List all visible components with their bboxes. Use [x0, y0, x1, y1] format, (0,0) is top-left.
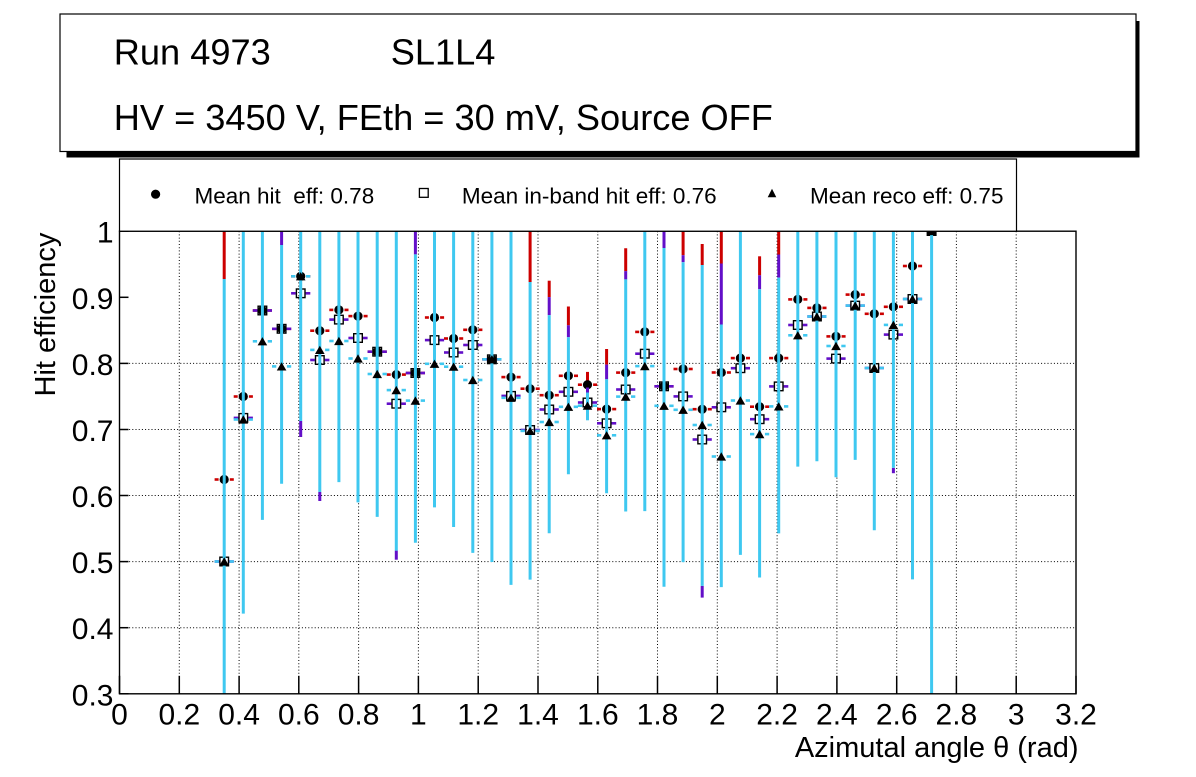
svg-text:Azimutal angle θ (rad): Azimutal angle θ (rad) [795, 732, 1079, 764]
svg-text:0: 0 [111, 698, 128, 731]
svg-text:1.2: 1.2 [457, 698, 499, 731]
svg-text:0.8: 0.8 [72, 349, 114, 382]
svg-text:0.6: 0.6 [72, 481, 114, 514]
svg-text:Mean reco eff: 0.75: Mean reco eff: 0.75 [810, 184, 1003, 209]
svg-text:0.6: 0.6 [278, 698, 320, 731]
svg-text:1: 1 [97, 217, 114, 250]
svg-text:1.6: 1.6 [577, 698, 619, 731]
svg-text:1: 1 [410, 698, 427, 731]
svg-text:3.2: 3.2 [1055, 698, 1097, 731]
svg-text:Hit efficiency: Hit efficiency [30, 232, 62, 396]
svg-text:0.8: 0.8 [338, 698, 380, 731]
svg-text:Mean hit eff: 0.78: Mean hit eff: 0.78 [195, 184, 375, 209]
svg-text:Run 4973: Run 4973 [114, 32, 271, 73]
svg-text:0.4: 0.4 [218, 698, 260, 731]
svg-text:0.2: 0.2 [158, 698, 200, 731]
svg-text:2.6: 2.6 [876, 698, 918, 731]
svg-text:1.4: 1.4 [517, 698, 559, 731]
svg-text:0.7: 0.7 [72, 415, 114, 448]
svg-text:3: 3 [1008, 698, 1025, 731]
svg-text:2.2: 2.2 [756, 698, 798, 731]
svg-text:2.8: 2.8 [936, 698, 978, 731]
svg-text:SL1L4: SL1L4 [391, 32, 496, 73]
svg-text:1.8: 1.8 [637, 698, 679, 731]
svg-text:2.4: 2.4 [816, 698, 858, 731]
svg-text:2: 2 [709, 698, 726, 731]
svg-text:0.3: 0.3 [72, 679, 114, 712]
svg-text:0.4: 0.4 [72, 613, 114, 646]
svg-text:0.9: 0.9 [72, 283, 114, 316]
svg-text:HV = 3450 V, FEth = 30 mV, Sou: HV = 3450 V, FEth = 30 mV, Source OFF [114, 97, 773, 138]
svg-text:Mean in-band hit eff: 0.76: Mean in-band hit eff: 0.76 [462, 184, 717, 209]
svg-text:0.5: 0.5 [72, 547, 114, 580]
